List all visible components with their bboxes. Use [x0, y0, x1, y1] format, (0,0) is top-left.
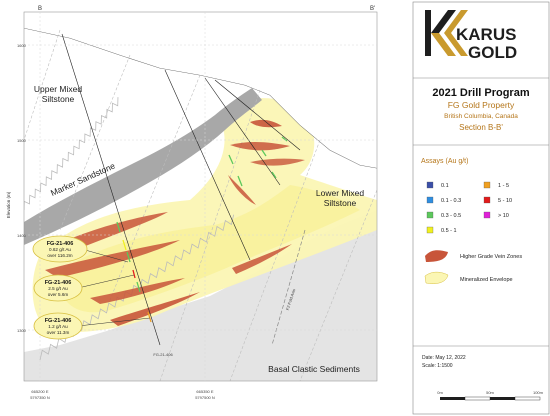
callout-length: over 116.2m [47, 253, 72, 258]
legend-label: Mineralized Envelope [460, 277, 513, 283]
northing-tick: 5797500 N [195, 395, 215, 400]
elevation-tick: 1500 [17, 138, 27, 143]
vein-zone [45, 240, 180, 278]
section-map [24, 12, 377, 381]
unit-label-lower-mixed: Siltstone [324, 198, 357, 208]
callout-grade: 1.2 g/t Au [48, 324, 68, 329]
contact-zigzag-marker [24, 97, 119, 211]
vein-zone-swatch [425, 250, 448, 262]
grid-lines [24, 12, 377, 381]
legend-label: 0.3 - 0.5 [441, 213, 461, 219]
callout-length: over 11.3m [47, 330, 70, 335]
legend-label: 0.1 [441, 183, 449, 189]
vein-zone [230, 142, 290, 151]
legend-swatch [483, 181, 491, 189]
legend-label: 0.5 - 1 [441, 228, 457, 234]
scale-bar-label: 100m [533, 390, 544, 395]
structural-dashed-lines [24, 29, 377, 381]
callout-grade: 0.62 g/t Au [49, 247, 71, 252]
assay-legend: 0.1 1 - 5 0.1 - 0.3 5 - 10 0.3 - 0.5 > 1… [426, 181, 512, 234]
drillhole-label: FG-21-406 [153, 352, 173, 357]
property-location: British Columbia, Canada [444, 113, 518, 120]
map-frame [23, 11, 378, 382]
unit-label-basal: Basal Clastic Sediments [268, 364, 360, 374]
elevation-axis-label: Elevation (m) [6, 191, 11, 218]
legend-label: Higher Grade Vein Zones [460, 254, 522, 260]
callout-length: over 5.6m [48, 292, 69, 297]
side-panel-frame [412, 1, 550, 415]
northing-tick: 5797350 N [30, 395, 50, 400]
legend-label: 5 - 10 [498, 198, 512, 204]
envelope-swatch [424, 271, 449, 284]
elevation-tick: 1600 [17, 43, 27, 48]
legend-heading: Assays (Au g/t) [421, 158, 468, 165]
f2-fold-axis-line [271, 229, 306, 346]
drill-trace [61, 33, 161, 346]
legend-swatch [426, 181, 434, 189]
unit-label-upper-mixed: Siltstone [42, 94, 75, 104]
map-date: Date: May 12, 2022 [422, 355, 466, 361]
vein-zone [232, 244, 292, 274]
fold-axis-label: F2 Fold Axis [285, 288, 297, 310]
section-start-label: B [38, 6, 42, 12]
unit-label-upper-mixed: Upper Mixed [34, 84, 82, 94]
easting-tick: 665350 E [196, 389, 213, 394]
legend-label: > 10 [498, 213, 509, 219]
assay-callout: FG-21-406 2.5 g/t Au over 5.6m [33, 274, 83, 302]
assay-callouts: FG-21-406 0.62 g/t Au over 116.2m FG-21-… [32, 235, 151, 340]
legend-label: 0.1 - 0.3 [441, 198, 461, 204]
vein-zone [250, 158, 305, 166]
legend-swatch [426, 211, 434, 219]
callout-grade: 2.5 g/t Au [48, 286, 68, 291]
mineralized-envelope-inner [59, 185, 361, 313]
scale-bar: 0m 50m 100m [437, 390, 544, 401]
program-title: 2021 Drill Program [432, 87, 529, 99]
legend-swatch [483, 211, 491, 219]
section-name: Section B-B' [459, 123, 503, 132]
vein-zone [90, 278, 185, 304]
assay-callout: FG-21-406 1.2 g/t Au over 11.3m [33, 312, 83, 340]
drill-trace [214, 79, 301, 151]
logo-wordmark: KARUS [456, 25, 516, 44]
property-name: FG Gold Property [448, 100, 515, 110]
vein-zone [228, 175, 256, 205]
legend-label: 1 - 5 [498, 183, 509, 189]
scale-bar-label: 0m [437, 390, 443, 395]
vein-zone [250, 119, 282, 128]
drill-trace [164, 69, 251, 261]
logo-wordmark: GOLD [468, 43, 517, 62]
assay-callout: FG-21-406 0.62 g/t Au over 116.2m [32, 235, 88, 263]
assay-intervals [116, 136, 288, 323]
legend-swatch [426, 196, 434, 204]
marker-sandstone-unit [24, 88, 262, 245]
scale-bar-label: 50m [486, 390, 494, 395]
map-scale: Scale: 1:1500 [422, 363, 453, 369]
easting-tick: 665200 E [31, 389, 48, 394]
zone-legend: Higher Grade Vein Zones Mineralized Enve… [424, 250, 522, 284]
elevation-tick: 1300 [17, 328, 27, 333]
section-end-label: B' [370, 6, 375, 12]
callout-title: FG-21-406 [45, 318, 72, 324]
unit-label-lower-mixed: Lower Mixed [316, 188, 364, 198]
legend-swatch [426, 226, 434, 234]
callout-title: FG-21-406 [45, 280, 72, 286]
company-logo: KARUS GOLD [425, 10, 517, 62]
vein-zone [110, 292, 200, 326]
elevation-tick: 1400 [17, 233, 27, 238]
drill-trace [204, 77, 281, 186]
callout-title: FG-21-406 [47, 241, 74, 247]
drill-traces [61, 33, 301, 346]
legend-swatch [483, 196, 491, 204]
